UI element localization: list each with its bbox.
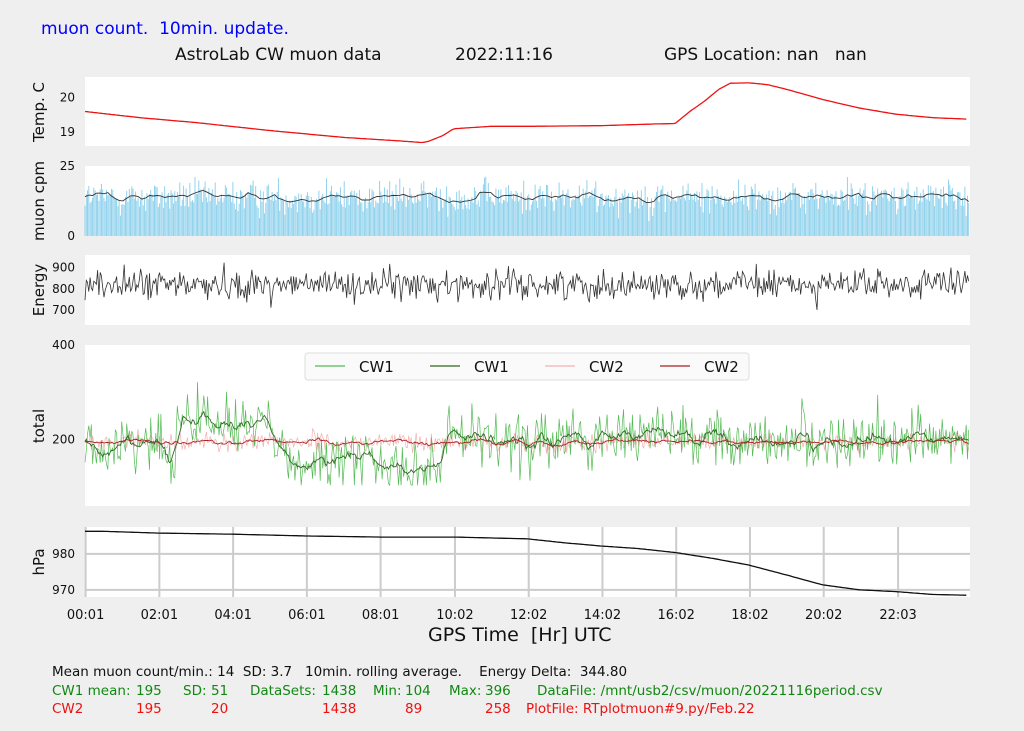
top-note: muon count. 10min. update.: [41, 19, 289, 39]
footer-cw1-datasets-label: DataSets:: [250, 683, 316, 699]
footer-datafile: DataFile: /mnt/usb2/csv/muon/20221116per…: [537, 683, 883, 699]
y-tick-label: 800: [52, 282, 75, 296]
legend-label: CW2: [704, 358, 739, 376]
series-line: [85, 530, 967, 596]
x-tick-label: 00:01: [67, 608, 104, 623]
y-axis-label: Energy: [30, 264, 48, 317]
legend-label: CW1: [474, 358, 509, 376]
footer-summary: Mean muon count/min.: 14 SD: 3.7 10min. …: [52, 664, 628, 680]
x-tick-label: 10:02: [436, 608, 473, 623]
energy-line: [84, 262, 970, 311]
cw1-rolling-line: [84, 410, 969, 475]
x-tick-label: 22:03: [879, 608, 916, 623]
cw2-rolling-line: [84, 437, 969, 447]
footer-cw1-min: 104: [405, 683, 431, 699]
gps-location: GPS Location: nan nan: [664, 45, 867, 65]
x-tick-label: 04:01: [214, 608, 251, 623]
muon-rolling-average: [84, 189, 969, 203]
footer-cw2-sd: 20: [211, 701, 229, 717]
y-tick-label: 25: [60, 159, 75, 173]
footer-cw1-label: CW1 mean:: [52, 683, 131, 699]
x-axis-label: GPS Time [Hr] UTC: [428, 624, 612, 646]
y-axis-label: muon cpm: [30, 161, 48, 241]
footer-cw2-min: 89: [405, 701, 423, 717]
x-tick-label: 02:01: [141, 608, 178, 623]
cw1-raw-line: [84, 382, 970, 487]
x-tick-label: 08:01: [362, 608, 399, 623]
legend-box: [304, 352, 750, 381]
panel-3: [85, 255, 970, 325]
footer-plotfile: PlotFile: RTplotmuon#9.py/Feb.22: [526, 701, 755, 717]
footer-cw2-datasets: 1438: [322, 701, 357, 717]
panel-1: [85, 77, 970, 146]
y-tick-label: 200: [52, 433, 75, 447]
y-tick-label: 700: [52, 303, 75, 317]
y-tick-label: 900: [52, 261, 75, 275]
footer-cw1-datasets: 1438: [322, 683, 357, 699]
y-tick-label: 980: [52, 547, 75, 561]
chart-title: AstroLab CW muon data: [175, 45, 382, 65]
y-axis-label: total: [30, 409, 48, 443]
legend-label: CW1: [359, 358, 394, 376]
legend-label: CW2: [589, 358, 624, 376]
footer-cw1-sd-label: SD:: [183, 683, 207, 699]
chart-date: 2022:11:16: [455, 45, 553, 65]
footer-cw2-mean: 195: [136, 701, 162, 717]
y-tick-label: 400: [52, 338, 75, 352]
footer-cw1-max: 396: [485, 683, 511, 699]
y-tick-label: 20: [60, 91, 75, 105]
y-axis-label: Temp. C: [30, 82, 48, 143]
y-tick-label: 0: [67, 229, 75, 243]
y-tick-label: 970: [52, 583, 75, 597]
footer-cw2-max: 258: [485, 701, 511, 717]
series-line: [84, 82, 967, 144]
footer-cw2-label: CW2: [52, 701, 84, 717]
x-tick-label: 16:02: [657, 608, 694, 623]
x-tick-label: 06:01: [288, 608, 325, 623]
footer-cw1-mean: 195: [136, 683, 162, 699]
footer-cw1-sd: 51: [211, 683, 229, 699]
y-tick-label: 19: [60, 125, 75, 139]
y-axis-label: hPa: [30, 548, 48, 575]
footer-cw1-min-label: Min:: [373, 683, 402, 699]
footer-cw1-max-label: Max:: [449, 683, 482, 699]
x-tick-label: 14:02: [584, 608, 621, 623]
x-tick-label: 12:02: [510, 608, 547, 623]
x-tick-label: 20:02: [805, 608, 842, 623]
x-tick-label: 18:02: [731, 608, 768, 623]
